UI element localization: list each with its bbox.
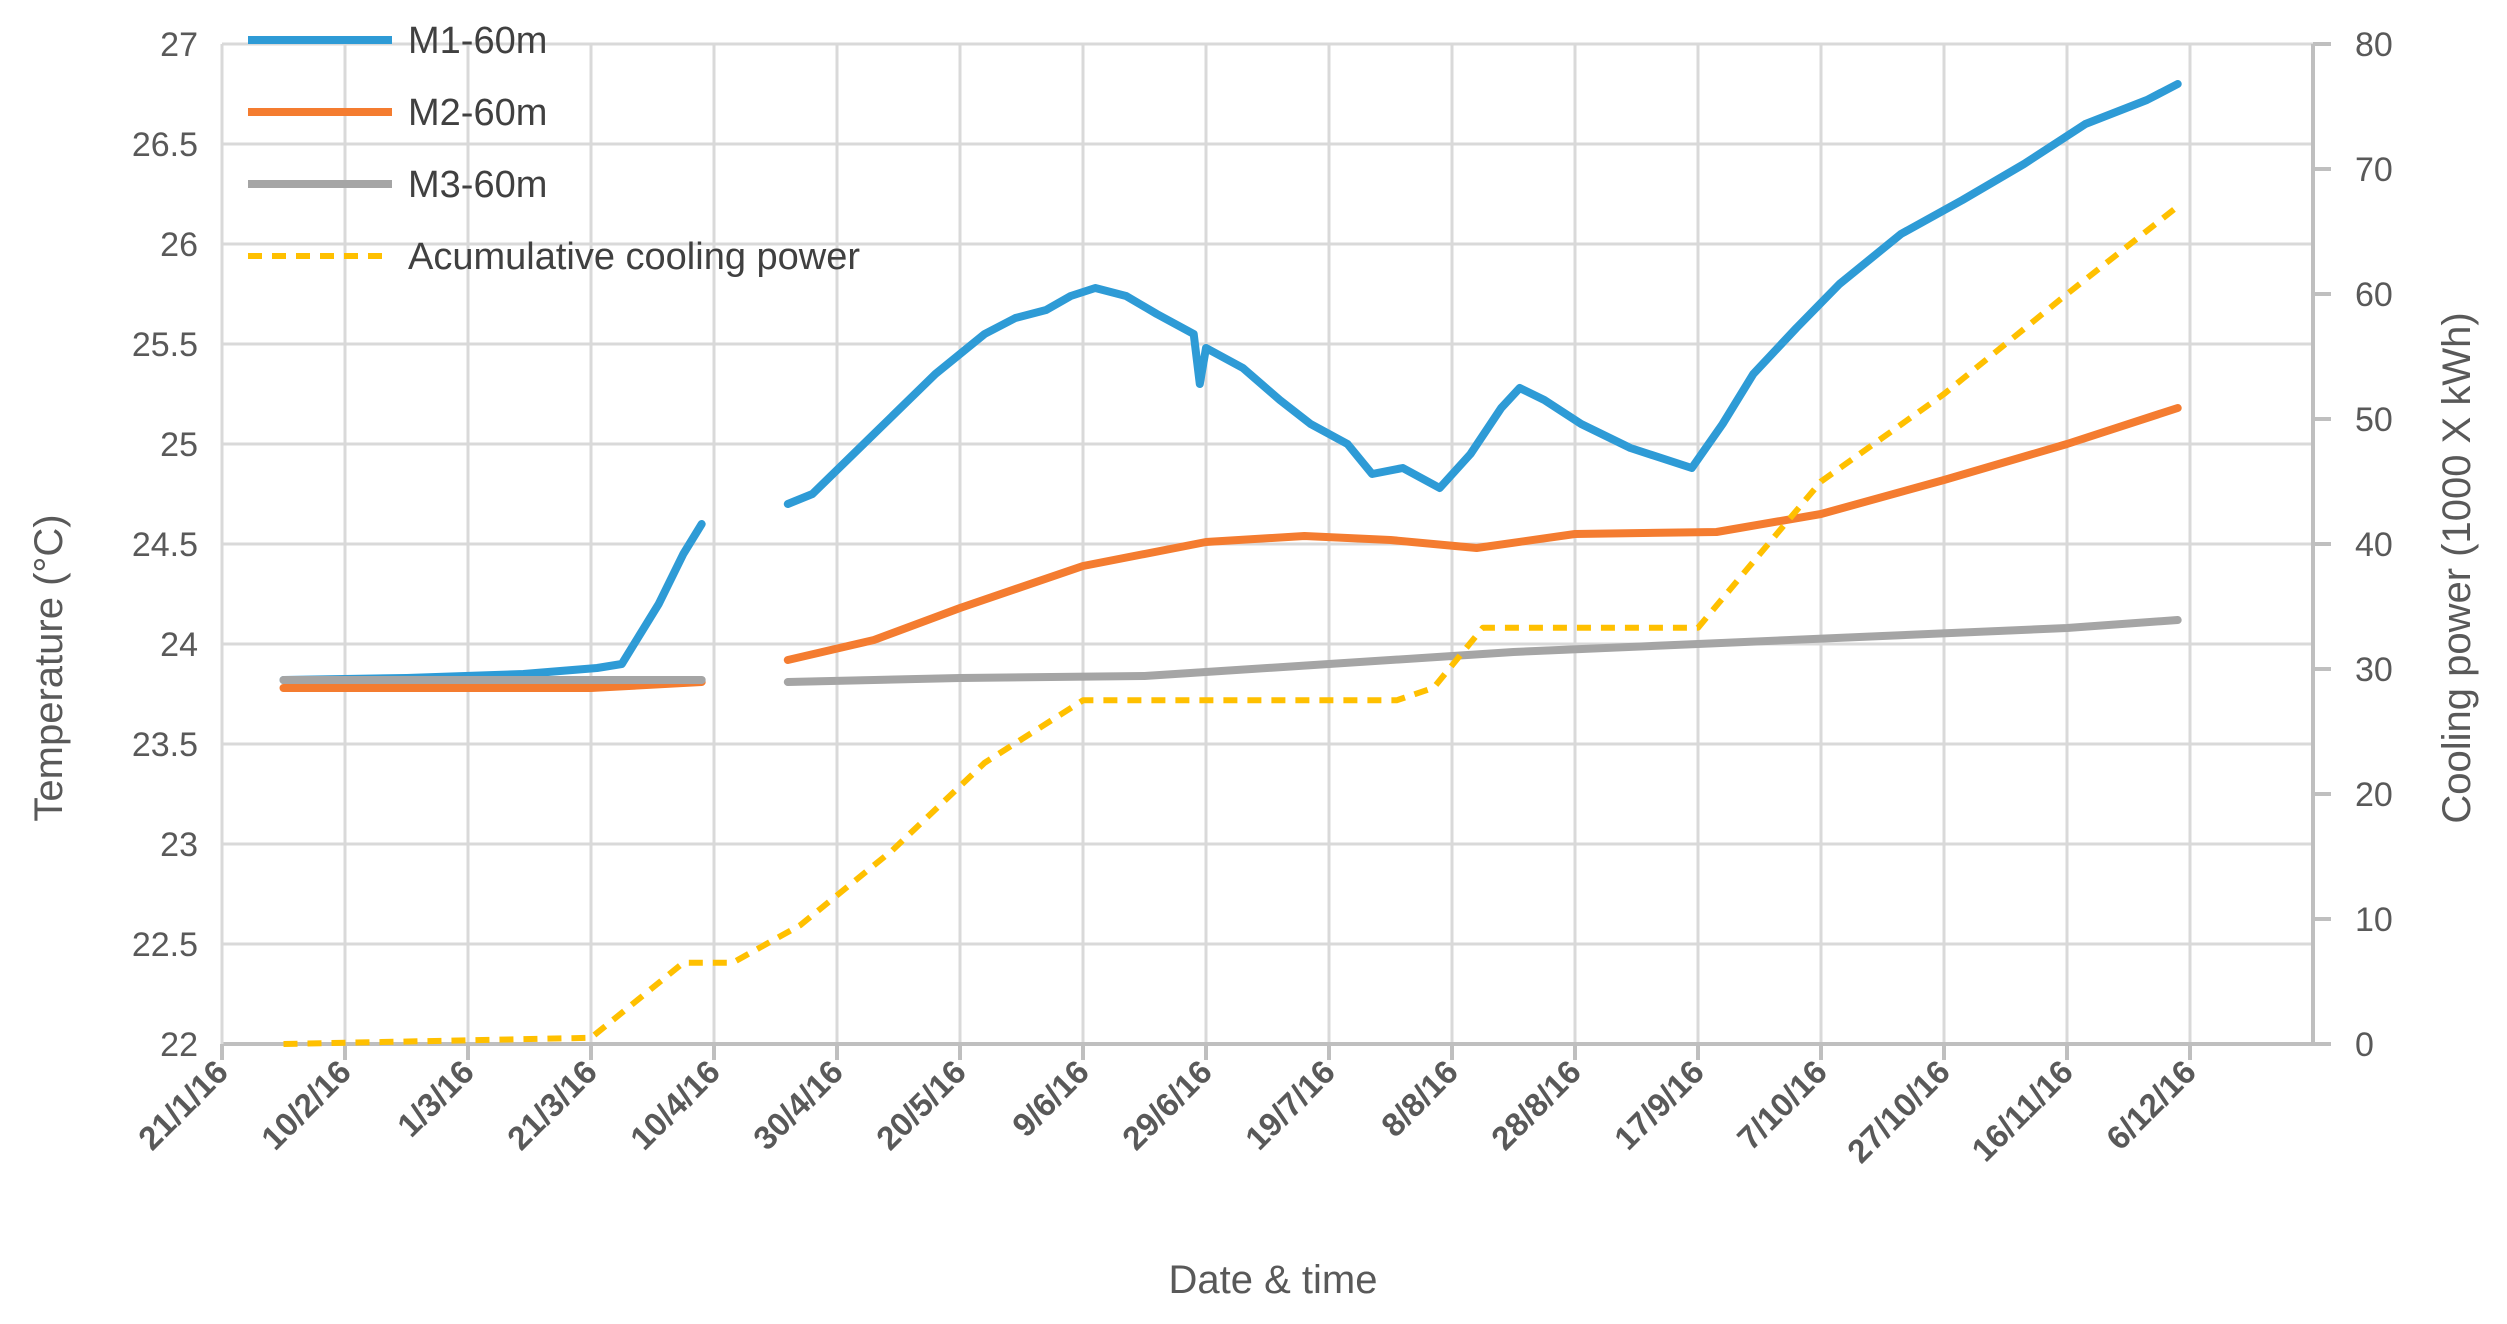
y-tick-label: 22 [160,1026,198,1064]
x-tick-label: 1/3/16 [390,1053,481,1144]
x-axis-title: Date & time [1169,1258,1378,1302]
x-tick-label: 19/7/16 [1238,1053,1342,1157]
x-tick-label: 6/12/16 [2099,1053,2203,1157]
x-tick-label: 20/5/16 [869,1053,973,1157]
y2-tick-label: 60 [2355,276,2393,314]
y2-axis-title: Cooling power (1000 X kWh) [2435,312,2479,823]
y-tick-label: 26.5 [132,126,198,164]
y-tick-label: 24 [160,626,198,664]
y2-tick-label: 50 [2355,401,2393,439]
y-axis-title: Temperature (°C) [27,514,71,821]
y-tick-label: 26 [160,226,198,264]
y2-tick-label: 20 [2355,776,2393,814]
x-tick-label: 10/2/16 [254,1053,358,1157]
y2-tick-label: 40 [2355,526,2393,564]
series-line-m3-60m [783,616,2182,686]
y-tick-label: 23 [160,826,198,864]
y-tick-label: 25.5 [132,326,198,364]
y2-tick-label: 30 [2355,651,2393,689]
y-tick-label: 24.5 [132,526,198,564]
y-tick-label: 27 [160,26,198,64]
y2-tick-label: 70 [2355,151,2393,189]
legend-label-m2-60m: M2-60m [408,92,547,134]
y-tick-label: 25 [160,426,198,464]
y2-tick-label: 0 [2355,1026,2374,1064]
legend-label-acumulative-cooling-power: Acumulative cooling power [408,236,860,278]
x-tick-label: 27/10/16 [1840,1053,1957,1170]
x-tick-label: 28/8/16 [1484,1053,1588,1157]
x-tick-label: 8/8/16 [1374,1053,1465,1144]
x-tick-label: 21/3/16 [500,1053,604,1157]
legend-label-m3-60m: M3-60m [408,164,547,206]
y2-tick-label: 80 [2355,26,2393,64]
x-tick-label: 17/9/16 [1607,1053,1711,1157]
y-tick-label: 22.5 [132,926,198,964]
x-tick-label: 29/6/16 [1115,1053,1219,1157]
series-line-m1-60m [783,80,2182,508]
x-tick-label: 21/1/16 [131,1053,235,1157]
y2-tick-label: 10 [2355,901,2393,939]
y-tick-label: 23.5 [132,726,198,764]
x-tick-label: 16/11/16 [1964,1053,2080,1169]
x-tick-label: 9/6/16 [1005,1053,1096,1144]
legend: M1-60m M2-60m M3-60m Acumulative cooling po… [248,20,860,278]
x-tick-label: 30/4/16 [746,1053,850,1157]
series-line-m2-60m [783,404,2182,664]
series-lines [279,80,2182,1047]
x-tick-label: 10/4/16 [623,1053,727,1157]
x-tick-label: 7/10/16 [1730,1053,1834,1157]
legend-label-m1-60m: M1-60m [408,20,547,62]
series-line-acumulative-cooling-power [283,204,2180,1047]
